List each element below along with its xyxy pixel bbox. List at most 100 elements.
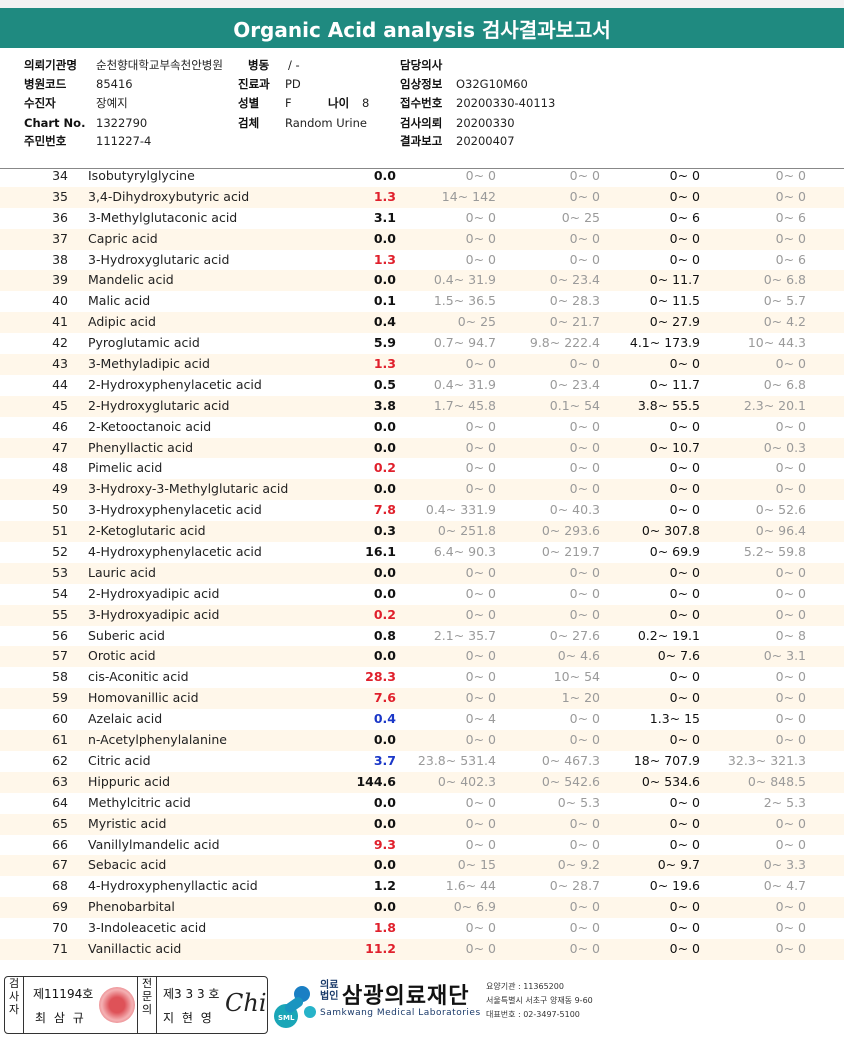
table-row: 52 4-Hydroxyphenylacetic acid 16.1 6.4~ 90.… — [0, 542, 844, 563]
result-value: 9.3 — [373, 836, 396, 852]
result-value: 3.1 — [373, 209, 396, 225]
info-value: 20200407 — [456, 134, 515, 148]
reference-range-2: 0~ 0 — [569, 168, 600, 183]
reference-range-3: 1.3~ 15 — [649, 711, 700, 727]
row-number: 38 — [52, 251, 68, 267]
reference-range-2: 0~ 0 — [569, 585, 600, 601]
signature: Chi — [225, 989, 267, 1017]
result-value: 0.0 — [373, 418, 396, 434]
reference-range-2: 0~ 0 — [569, 356, 600, 372]
row-number: 61 — [52, 732, 68, 748]
reference-range-1: 0~ 15 — [457, 857, 496, 873]
result-value: 0.8 — [373, 627, 396, 643]
reference-range-2: 0~ 0 — [569, 940, 600, 956]
patient-info: 의뢰기관명 순천향대학교부속천안병원 병원코드 85416 수진자 장예지 Ch… — [0, 54, 844, 154]
reference-range-3: 0~ 0 — [669, 585, 700, 601]
reference-range-1: 0.7~ 94.7 — [433, 335, 496, 351]
result-value: 0.4 — [373, 314, 396, 330]
reference-range-3: 0~ 11.7 — [649, 376, 700, 392]
table-row: 41 Adipic acid 0.4 0~ 25 0~ 21.7 0~ 27.9 0~ 4.… — [0, 312, 844, 334]
specialist-label: 전 문 의 — [137, 977, 157, 1033]
analyte-name: 2-Hydroxyadipic acid — [88, 585, 220, 601]
reference-range-1: 6.4~ 90.3 — [433, 544, 496, 560]
analyte-name: cis-Aconitic acid — [88, 669, 189, 685]
seal-stamp — [99, 987, 135, 1023]
divider — [0, 168, 844, 169]
info-label: Chart No. — [24, 116, 86, 130]
row-number: 70 — [52, 920, 68, 936]
table-row: 62 Citric acid 3.7 23.8~ 531.4 0~ 467.3 18~ 7… — [0, 751, 844, 772]
table-row: 70 3-Indoleacetic acid 1.8 0~ 0 0~ 0 0~ 0 0~ 0 — [0, 918, 844, 939]
reference-range-1: 0~ 25 — [457, 314, 496, 330]
reference-range-4: 0~ 0 — [775, 230, 806, 246]
reference-range-2: 0~ 21.7 — [549, 314, 600, 330]
reference-range-3: 0~ 0 — [669, 251, 700, 267]
reference-range-3: 0~ 69.9 — [649, 544, 700, 560]
reference-range-1: 0~ 0 — [465, 564, 496, 580]
analyte-name: 4-Hydroxyphenylacetic acid — [88, 544, 262, 560]
reference-range-2: 0~ 25 — [561, 209, 600, 225]
result-value: 0.0 — [373, 585, 396, 601]
reference-range-4: 0~ 0 — [775, 940, 806, 956]
reference-range-1: 0~ 251.8 — [437, 523, 496, 539]
reference-range-2: 0~ 0 — [569, 418, 600, 434]
row-number: 37 — [52, 230, 68, 246]
reference-range-3: 18~ 707.9 — [633, 752, 700, 768]
reference-range-3: 0~ 0 — [669, 606, 700, 622]
info-label: 임상정보 — [400, 77, 443, 91]
reference-range-1: 0~ 4 — [465, 711, 496, 727]
info-label: 의뢰기관명 — [24, 58, 77, 72]
reference-range-3: 0~ 0 — [669, 502, 700, 518]
reference-range-2: 0~ 5.3 — [557, 794, 600, 810]
analyte-name: 3-Hydroxyphenylacetic acid — [88, 502, 262, 518]
info-value: F — [285, 96, 292, 110]
table-row: 48 Pimelic acid 0.2 0~ 0 0~ 0 0~ 0 0~ 0 — [0, 458, 844, 479]
row-number: 41 — [52, 314, 68, 330]
reference-range-2: 0~ 0 — [569, 188, 600, 204]
table-row: 55 3-Hydroxyadipic acid 0.2 0~ 0 0~ 0 0~ 0 0~ … — [0, 604, 844, 626]
reference-range-2: 0~ 0 — [569, 439, 600, 455]
reference-range-4: 0~ 3.1 — [763, 648, 806, 664]
reference-range-4: 2.3~ 20.1 — [743, 397, 806, 413]
table-row: 34 Isobutyrylglycine 0.0 0~ 0 0~ 0 0~ 0 0~ 0 — [0, 166, 844, 187]
result-value: 0.0 — [373, 230, 396, 246]
reference-range-2: 0~ 0 — [569, 230, 600, 246]
row-number: 67 — [52, 857, 68, 873]
result-value: 16.1 — [365, 544, 396, 560]
result-value: 0.0 — [373, 794, 396, 810]
reference-range-2: 0~ 0 — [569, 836, 600, 852]
info-value: PD — [285, 77, 301, 91]
result-value: 0.1 — [373, 293, 396, 309]
row-number: 71 — [52, 940, 68, 956]
row-number: 50 — [52, 502, 68, 518]
reference-range-3: 0~ 0 — [669, 732, 700, 748]
row-number: 49 — [52, 481, 68, 497]
reference-range-1: 0~ 0 — [465, 940, 496, 956]
reference-range-2: 9.8~ 222.4 — [529, 335, 600, 351]
reference-range-4: 0~ 0 — [775, 168, 806, 183]
reference-range-3: 0~ 0 — [669, 481, 700, 497]
table-row: 43 3-Methyladipic acid 1.3 0~ 0 0~ 0 0~ 0 0~ 0 — [0, 354, 844, 375]
table-row: 35 3,4-Dihydroxybutyric acid 1.3 14~ 142 0~ … — [0, 186, 844, 208]
reference-range-4: 0~ 96.4 — [755, 523, 806, 539]
analyte-name: Malic acid — [88, 293, 151, 309]
reference-range-4: 0~ 6 — [775, 209, 806, 225]
analyte-name: Vanillylmandelic acid — [88, 836, 220, 852]
reference-range-3: 0~ 10.7 — [649, 439, 700, 455]
reference-range-3: 0~ 11.5 — [649, 293, 700, 309]
info-label: 담당의사 — [400, 58, 443, 72]
reference-range-2: 0~ 0 — [569, 460, 600, 476]
info-label: 진료과 — [238, 77, 270, 91]
table-row: 44 2-Hydroxyphenylacetic acid 0.5 0.4~ 31.9… — [0, 375, 844, 396]
label-char: 의 — [141, 1003, 153, 1016]
reference-range-3: 0~ 0 — [669, 920, 700, 936]
row-number: 47 — [52, 439, 68, 455]
result-value: 1.3 — [373, 251, 396, 267]
table-row: 37 Capric acid 0.0 0~ 0 0~ 0 0~ 0 0~ 0 — [0, 228, 844, 250]
org-name: 삼광의료재단 — [342, 984, 470, 1009]
result-value: 0.0 — [373, 732, 396, 748]
table-row: 59 Homovanillic acid 7.6 0~ 0 1~ 20 0~ 0 0~ 0 — [0, 688, 844, 710]
result-value: 0.0 — [373, 564, 396, 580]
reference-range-3: 0~ 0 — [669, 356, 700, 372]
result-value: 7.8 — [373, 502, 396, 518]
